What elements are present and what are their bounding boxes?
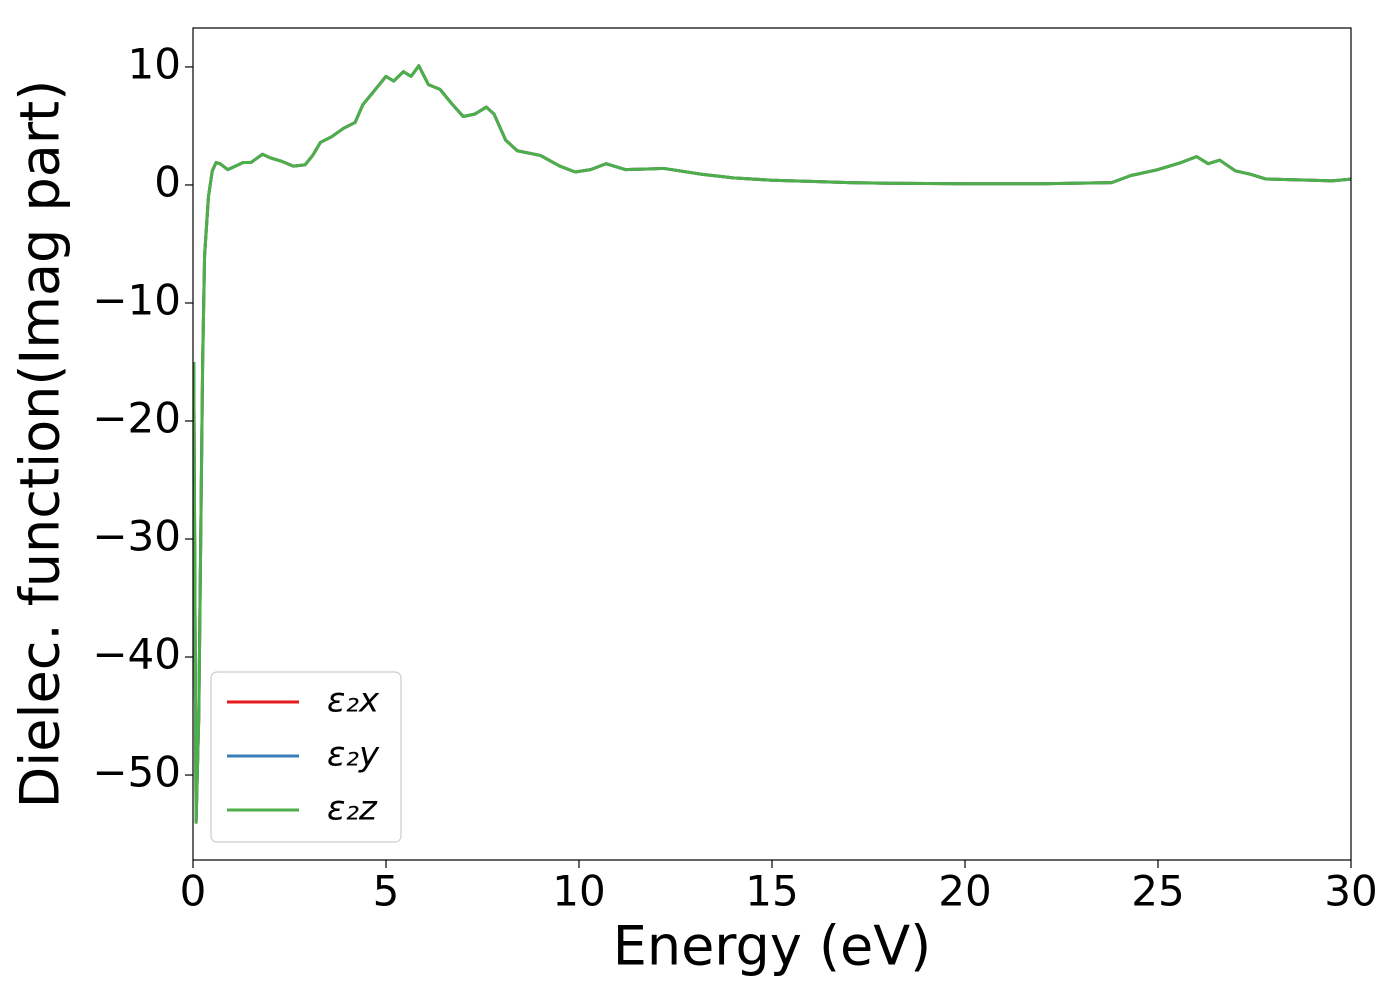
legend-box <box>210 671 402 843</box>
x-tick-label: 20 <box>938 867 991 916</box>
y-tick-label: 10 <box>128 39 181 88</box>
y-tick-label: 0 <box>154 157 181 206</box>
x-tick-label: 15 <box>745 867 798 916</box>
legend-label: ε₂y <box>327 735 380 775</box>
y-tick-label: −20 <box>92 393 181 442</box>
legend-label: ε₂z <box>327 789 378 829</box>
x-tick-label: 5 <box>373 867 400 916</box>
y-tick-label: −50 <box>92 748 181 797</box>
legend-label: ε₂x <box>327 681 380 721</box>
x-tick-label: 30 <box>1324 867 1377 916</box>
y-tick-label: −30 <box>92 512 181 561</box>
plot-frame <box>192 27 1352 861</box>
x-tick-label: 25 <box>1131 867 1184 916</box>
x-tick-label: 0 <box>180 867 207 916</box>
x-tick-label: 10 <box>552 867 605 916</box>
y-axis-label: Dielec. function(Imag part) <box>9 80 72 809</box>
y-tick-label: −40 <box>92 630 181 679</box>
y-tick-label: −10 <box>92 275 181 324</box>
x-axis-label: Energy (eV) <box>613 915 932 978</box>
series-line <box>193 64 1351 824</box>
